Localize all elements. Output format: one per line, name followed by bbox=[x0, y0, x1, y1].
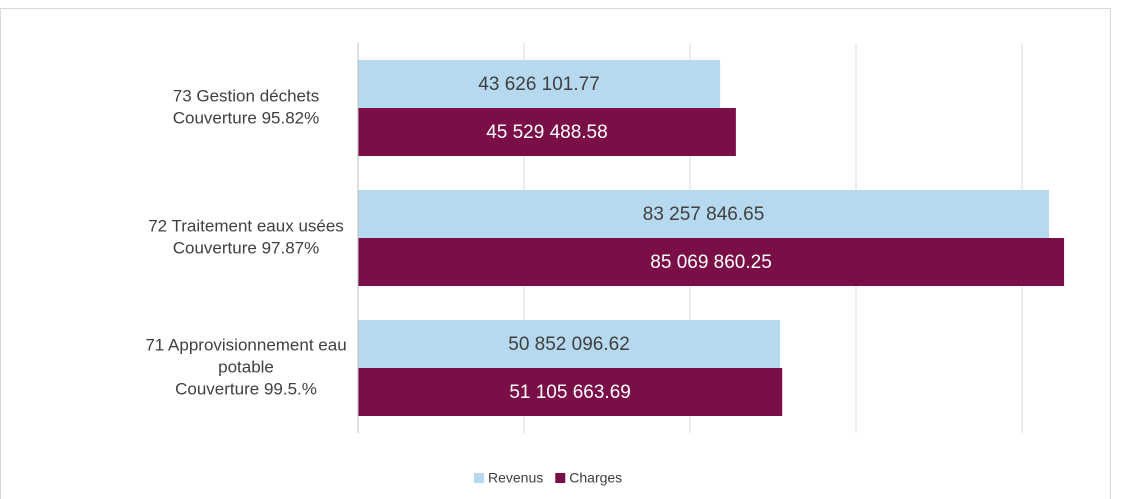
y-tick-label: Couverture 97.87% bbox=[173, 238, 319, 257]
y-tick-label: 73 Gestion déchets bbox=[173, 86, 319, 105]
data-label: 85 069 860.25 bbox=[650, 252, 772, 273]
data-label: 50 852 096.62 bbox=[508, 334, 630, 355]
legend-label: Revenus bbox=[488, 470, 543, 486]
data-label: 43 626 101.77 bbox=[478, 74, 600, 95]
data-label: 45 529 488.58 bbox=[486, 122, 608, 143]
bar bbox=[358, 108, 736, 156]
data-label: 51 105 663.69 bbox=[509, 382, 631, 403]
legend-label: Charges bbox=[569, 470, 622, 486]
data-label: 83 257 846.65 bbox=[643, 204, 765, 225]
y-tick-label: Couverture 95.82% bbox=[173, 108, 319, 127]
bar bbox=[358, 60, 721, 108]
y-tick-label: potable bbox=[218, 357, 274, 376]
legend-swatch bbox=[474, 473, 484, 483]
bar bbox=[358, 320, 781, 368]
legend-swatch bbox=[555, 473, 566, 483]
bar bbox=[358, 190, 1050, 238]
bar bbox=[358, 238, 1065, 286]
bar bbox=[358, 368, 783, 416]
y-tick-label: 71 Approvisionnement eau bbox=[145, 335, 346, 354]
y-tick-label: 72 Traitement eaux usées bbox=[148, 216, 344, 235]
y-tick-label: Couverture 99.5.% bbox=[175, 379, 317, 398]
